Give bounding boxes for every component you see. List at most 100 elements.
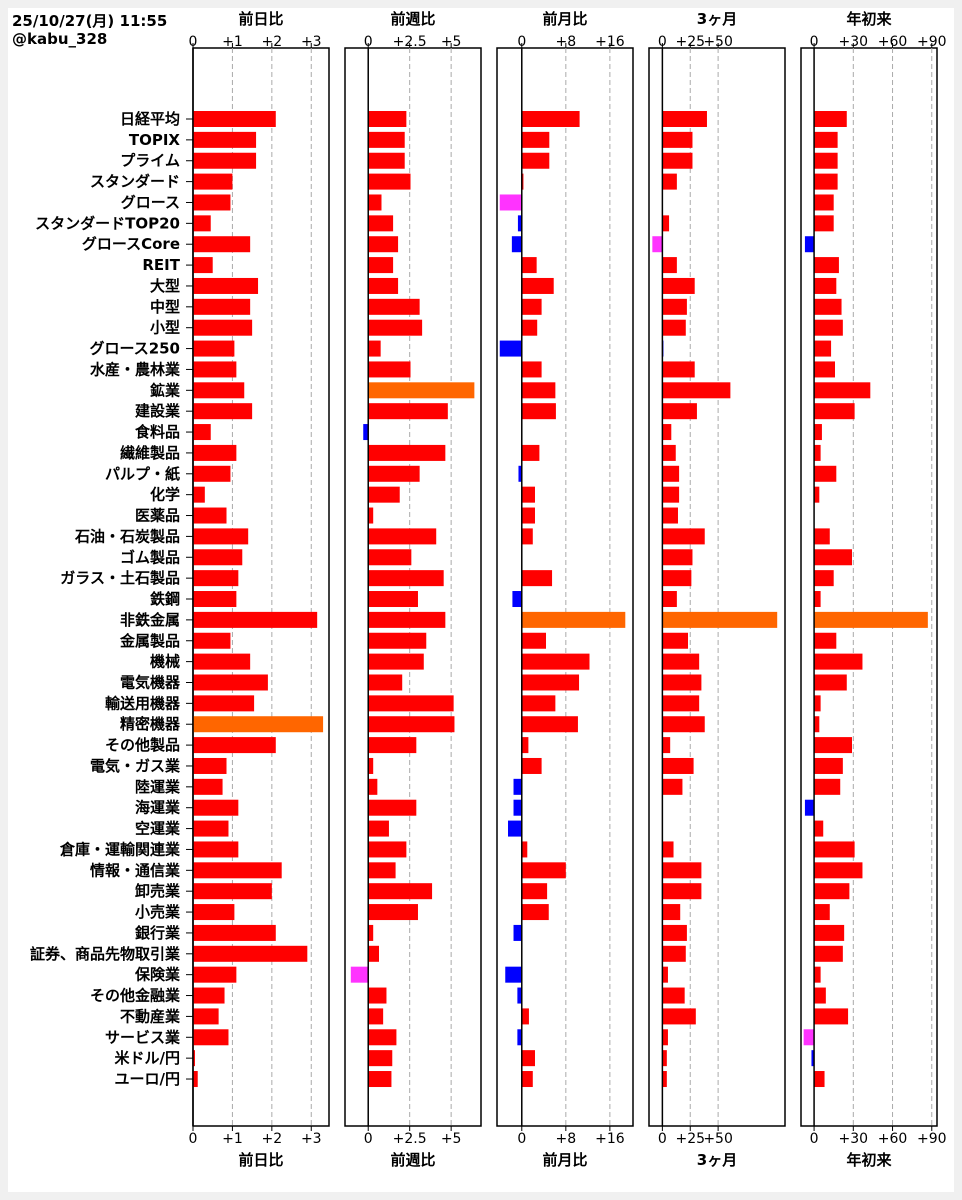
bar: [662, 591, 677, 608]
bar: [814, 277, 837, 294]
bar: [193, 862, 282, 879]
bar: [193, 757, 227, 774]
bar: [814, 757, 843, 774]
bar: [368, 361, 411, 378]
bar: [368, 570, 444, 587]
bar: [521, 382, 556, 399]
bar: [662, 883, 702, 900]
bar: [814, 111, 847, 127]
tick-label-top: 0: [658, 34, 667, 50]
panel-title-top: 前日比: [238, 10, 283, 28]
bar: [814, 486, 820, 503]
bar: [518, 465, 522, 482]
bar: [521, 319, 538, 336]
category-label: その他金融業: [90, 987, 181, 1005]
tick-label-bottom: +1: [222, 1131, 243, 1147]
category-label: ユーロ/円: [115, 1070, 180, 1088]
bar: [521, 528, 533, 545]
tick-label-top: +25: [675, 34, 705, 50]
bar: [521, 111, 580, 127]
bar: [368, 215, 394, 232]
bar: [662, 778, 683, 795]
bar: [814, 778, 841, 795]
category-label: 米ドル/円: [115, 1049, 180, 1067]
bar: [814, 403, 855, 420]
bar: [521, 611, 626, 628]
category-label: 情報・通信業: [90, 861, 181, 879]
bar: [368, 298, 420, 315]
bar: [814, 632, 837, 649]
bar: [368, 904, 418, 921]
bar: [508, 820, 522, 837]
bar: [368, 883, 433, 900]
category-label: グロース: [121, 193, 180, 211]
bar: [814, 194, 834, 211]
bar: [662, 382, 731, 399]
panel-title-bottom: 前日比: [238, 1151, 283, 1169]
bar: [662, 924, 687, 941]
bar: [814, 653, 863, 670]
bar: [368, 507, 374, 524]
bar: [804, 799, 815, 816]
bar: [368, 319, 423, 336]
bar: [368, 924, 374, 941]
tick-label-bottom: +2: [262, 1131, 283, 1147]
category-label: グロース250: [89, 340, 180, 358]
bar: [662, 131, 693, 148]
bar: [193, 611, 318, 628]
bar: [814, 1008, 849, 1025]
bar: [662, 862, 702, 879]
tick-label-top: +8: [556, 34, 577, 50]
bar: [814, 549, 852, 566]
category-label: 卸売業: [135, 882, 181, 900]
bar: [814, 570, 834, 587]
category-label: 中型: [150, 298, 180, 316]
bar: [193, 1071, 198, 1088]
bar: [368, 340, 381, 357]
timestamp: 25/10/27(月) 11:55: [12, 12, 168, 30]
bar: [814, 841, 855, 858]
bar: [814, 820, 824, 837]
bar: [505, 966, 522, 983]
category-label: 化学: [150, 486, 180, 504]
category-label: ガラス・土石製品: [60, 569, 180, 587]
bar: [814, 152, 838, 169]
bar: [662, 1050, 667, 1067]
bar: [368, 465, 420, 482]
bar: [814, 737, 852, 754]
category-label: 海運業: [135, 799, 181, 817]
category-label: 陸運業: [135, 778, 181, 796]
category-label: 精密機器: [120, 715, 181, 733]
bar: [521, 298, 542, 315]
bar: [517, 215, 522, 232]
bar: [193, 549, 243, 566]
bar: [368, 799, 417, 816]
tick-label-top: +2.5: [393, 34, 427, 50]
bar: [368, 987, 387, 1004]
bar: [499, 194, 522, 211]
bar: [193, 966, 237, 983]
bar: [521, 361, 542, 378]
tick-label-top: +60: [878, 34, 908, 50]
bar: [363, 424, 369, 441]
bar: [193, 236, 251, 253]
category-label: 日経平均: [120, 110, 180, 128]
bar: [521, 152, 550, 169]
bar: [193, 945, 308, 962]
bar: [804, 236, 815, 253]
bar: [368, 131, 405, 148]
bar: [368, 841, 407, 858]
panel-title-top: 前週比: [390, 10, 435, 28]
bar: [521, 257, 537, 274]
bar: [652, 236, 663, 253]
tick-label-bottom: +8: [556, 1131, 577, 1147]
bar: [368, 1029, 397, 1046]
bar: [512, 591, 522, 608]
bar: [662, 507, 678, 524]
bar: [814, 382, 871, 399]
bar: [814, 340, 832, 357]
category-label: パルプ・紙: [105, 465, 180, 483]
bar: [814, 173, 838, 190]
bar: [193, 507, 227, 524]
